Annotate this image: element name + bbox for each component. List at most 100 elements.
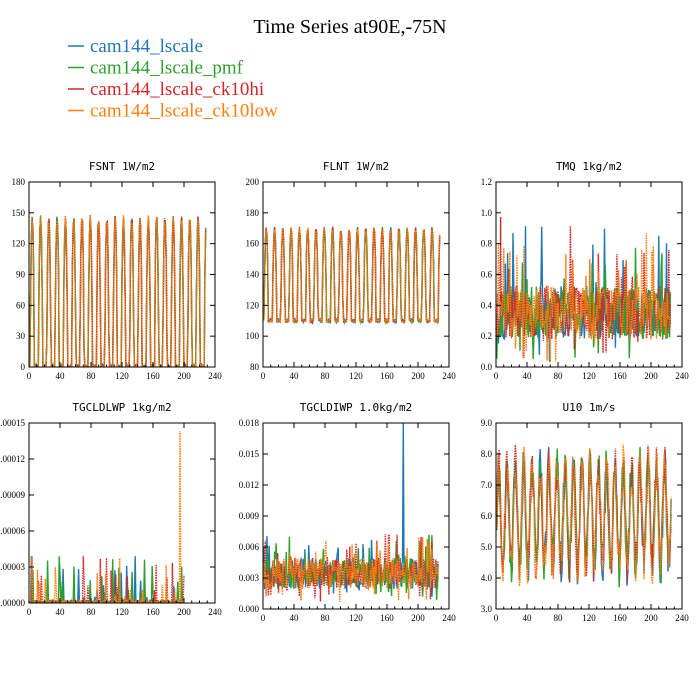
x-tick-label: 200 — [411, 613, 425, 623]
x-tick-label: 160 — [613, 613, 627, 623]
y-tick-label: 0.00015 — [0, 418, 26, 428]
panel-title: FSNT 1W/m2 — [89, 160, 155, 173]
y-tick-label: 0.4 — [481, 300, 493, 310]
y-tick-label: 100 — [246, 331, 260, 341]
panel-title: TMQ 1kg/m2 — [556, 160, 622, 173]
chart-panel: TMQ 1kg/m2 0 40 80 120 160 200 240 0.0 0.2 0.4 0.6 0… — [481, 160, 690, 381]
chart-panel: U10 1m/s 0 40 80 120 160 200 240 3.0 4.0 5.0 6.0 7.0… — [481, 401, 690, 623]
x-tick-label: 80 — [87, 371, 97, 381]
x-tick-label: 80 — [554, 371, 564, 381]
legend-label: cam144_lscale_ck10hi — [90, 79, 264, 100]
x-tick-label: 120 — [582, 613, 596, 623]
y-tick-label: 0.00003 — [0, 562, 26, 572]
y-tick-label: 0.00009 — [0, 490, 26, 500]
x-tick-label: 80 — [87, 607, 97, 617]
x-tick-label: 240 — [675, 613, 689, 623]
y-tick-label: 200 — [246, 177, 260, 187]
panel-title: TGCLDLWP 1kg/m2 — [72, 401, 171, 414]
figure-title: Time Series at90E,-75N — [253, 16, 446, 38]
y-tick-label: 0.000 — [239, 604, 260, 614]
y-tick-label: 80 — [250, 362, 260, 372]
series-line — [496, 444, 672, 587]
x-tick-label: 40 — [56, 607, 66, 617]
y-tick-label: 90 — [16, 270, 26, 280]
y-tick-label: 0.6 — [481, 270, 493, 280]
chart-panel: FSNT 1W/m2 0 40 80 120 160 200 240 0 30 60 90 120 150… — [12, 160, 223, 381]
panel-title: TGCLDIWP 1.0kg/m2 — [300, 401, 413, 414]
y-tick-label: 8.0 — [481, 449, 493, 459]
y-tick-label: 5.0 — [481, 542, 493, 552]
y-tick-label: 0 — [21, 362, 26, 372]
chart-panel: FLNT 1W/m2 0 40 80 120 160 200 240 80 100 120 140 16… — [246, 160, 457, 381]
legend-entry: cam144_lscale — [68, 36, 203, 57]
x-tick-label: 80 — [321, 371, 331, 381]
x-tick-label: 160 — [380, 613, 394, 623]
y-tick-label: 0.00006 — [0, 526, 26, 536]
x-tick-label: 120 — [115, 607, 129, 617]
x-tick-label: 0 — [494, 613, 499, 623]
y-tick-label: 0.0 — [481, 362, 493, 372]
legend: cam144_lscalecam144_lscale_pmfcam144_lsc… — [68, 36, 278, 122]
series-line — [263, 537, 439, 602]
y-tick-label: 160 — [246, 239, 260, 249]
x-tick-label: 120 — [582, 371, 596, 381]
series-line — [29, 556, 185, 603]
x-tick-label: 40 — [523, 371, 533, 381]
x-tick-label: 0 — [261, 613, 266, 623]
x-tick-label: 240 — [442, 613, 456, 623]
x-tick-label: 200 — [177, 607, 191, 617]
y-tick-label: 120 — [12, 239, 26, 249]
x-tick-label: 40 — [56, 371, 66, 381]
series-line — [496, 233, 672, 363]
x-tick-label: 200 — [177, 371, 191, 381]
panel-title: FLNT 1W/m2 — [323, 160, 389, 173]
chart-panels: FSNT 1W/m2 0 40 80 120 160 200 240 0 30 60 90 120 150… — [0, 160, 689, 623]
y-tick-label: 1.2 — [481, 177, 492, 187]
y-tick-label: 3.0 — [481, 604, 493, 614]
y-tick-label: 4.0 — [481, 573, 493, 583]
y-tick-label: 180 — [12, 177, 26, 187]
x-tick-label: 160 — [613, 371, 627, 381]
y-tick-label: 9.0 — [481, 418, 493, 428]
y-tick-label: 0.8 — [481, 239, 493, 249]
x-tick-label: 240 — [208, 371, 222, 381]
x-tick-label: 240 — [442, 371, 456, 381]
x-tick-label: 200 — [644, 371, 658, 381]
x-tick-label: 160 — [146, 371, 160, 381]
y-tick-label: 0.00012 — [0, 454, 25, 464]
x-tick-label: 240 — [675, 371, 689, 381]
y-tick-label: 6.0 — [481, 511, 493, 521]
x-tick-label: 200 — [411, 371, 425, 381]
legend-entry: cam144_lscale_ck10hi — [68, 79, 264, 100]
y-tick-label: 120 — [246, 300, 260, 310]
legend-label: cam144_lscale_pmf — [90, 58, 244, 79]
x-tick-label: 0 — [27, 371, 32, 381]
x-tick-label: 0 — [261, 371, 266, 381]
x-tick-label: 80 — [554, 613, 564, 623]
y-tick-label: 0.006 — [239, 542, 260, 552]
legend-label: cam144_lscale_ck10low — [90, 101, 278, 122]
y-tick-label: 0.012 — [239, 480, 259, 490]
x-tick-label: 240 — [208, 607, 222, 617]
x-tick-label: 0 — [27, 607, 32, 617]
y-tick-label: 180 — [246, 208, 260, 218]
x-tick-label: 0 — [494, 371, 499, 381]
x-tick-label: 120 — [349, 371, 363, 381]
x-tick-label: 160 — [380, 371, 394, 381]
x-tick-label: 200 — [644, 613, 658, 623]
y-tick-label: 0.00000 — [0, 598, 26, 608]
chart-panel: TGCLDIWP 1.0kg/m2 0 40 80 120 160 200 240 0.000 0… — [239, 401, 457, 623]
x-tick-label: 40 — [290, 371, 300, 381]
y-tick-label: 0.2 — [481, 331, 492, 341]
chart-panel: TGCLDLWP 1kg/m2 0 40 80 120 160 200 240 0.00000 0… — [0, 401, 222, 617]
panel-title: U10 1m/s — [563, 401, 616, 414]
y-tick-label: 140 — [246, 270, 260, 280]
y-tick-label: 7.0 — [481, 480, 493, 490]
y-tick-label: 30 — [16, 331, 26, 341]
y-tick-label: 150 — [12, 208, 26, 218]
y-tick-label: 0.018 — [239, 418, 260, 428]
legend-entry: cam144_lscale_pmf — [68, 58, 244, 79]
y-tick-label: 0.009 — [239, 511, 260, 521]
x-tick-label: 40 — [523, 613, 533, 623]
